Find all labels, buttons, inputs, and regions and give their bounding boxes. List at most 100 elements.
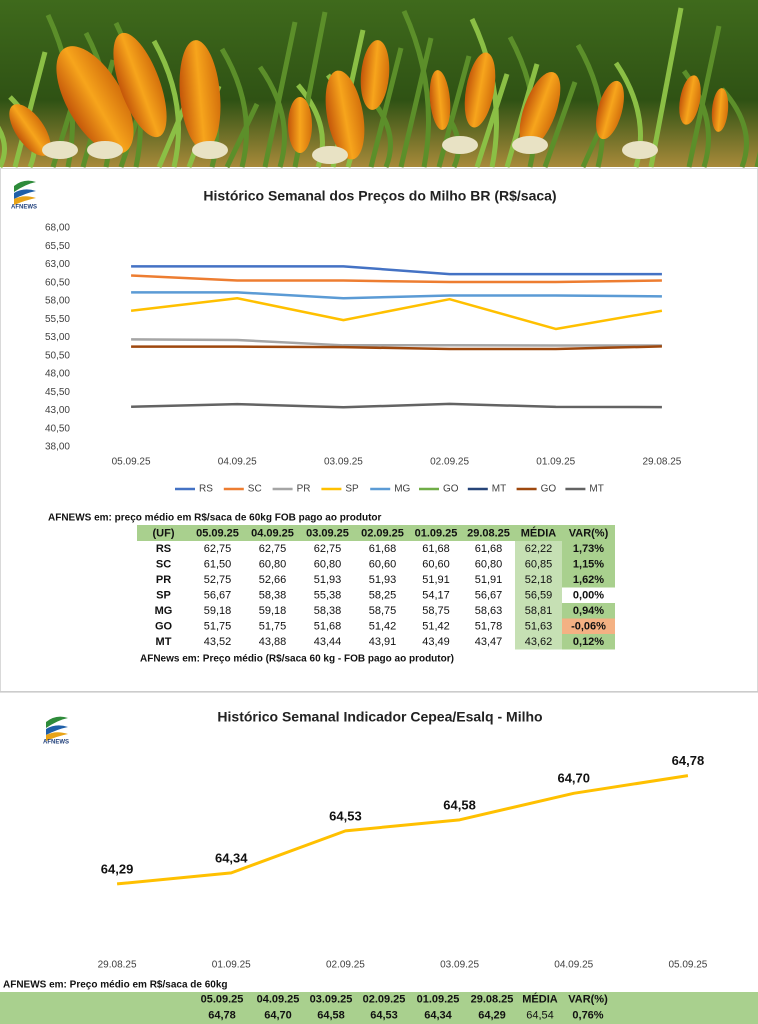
table-caption: AFNEWS em: preço médio em R$/saca de 60k… [48, 513, 382, 524]
corn-leaf [12, 51, 48, 168]
table-cell: 56,67 [475, 589, 503, 601]
table-cell: 43,47 [475, 636, 503, 648]
corn-cob [9, 104, 51, 156]
table-var-bg [562, 556, 615, 572]
y-tick-label: 63,00 [45, 259, 70, 270]
table-cell: 56,67 [204, 589, 232, 601]
table-cell: 1,62% [573, 574, 604, 586]
table-cell: RS [156, 543, 171, 555]
table-cell: 51,93 [369, 574, 397, 586]
table-cell: 58,81 [525, 605, 553, 617]
table-cell: 51,42 [369, 620, 397, 632]
table-cell: PR [156, 574, 171, 586]
table-cell: 58,75 [369, 605, 397, 617]
table-cell: 58,63 [475, 605, 503, 617]
table-cell: 52,75 [204, 574, 232, 586]
table-header-cell: 04.09.25 [257, 993, 300, 1005]
x-tick-label: 02.09.25 [430, 457, 469, 468]
table-header-cell: 05.09.25 [201, 993, 244, 1005]
y-tick-label: 65,50 [45, 241, 70, 252]
x-tick-label: 04.09.25 [218, 457, 257, 468]
corn-cob [360, 40, 390, 110]
table-header-cell: 03.09.25 [310, 993, 353, 1005]
corn-husk [442, 136, 478, 154]
series-line [131, 338, 662, 347]
table-header-cell: MÉDIA [522, 992, 558, 1005]
table-cell: 64,53 [370, 1009, 398, 1021]
corn-leaf [436, 55, 472, 168]
table-cell: 43,44 [314, 636, 342, 648]
corn-cob [288, 97, 312, 153]
table-cell: 43,49 [422, 636, 450, 648]
corn-cob [464, 52, 496, 128]
table-avg-bg [515, 556, 562, 572]
table-header-cell: 04.09.25 [251, 527, 294, 539]
table-cell: 51,68 [314, 620, 342, 632]
corn-leaf [398, 37, 434, 168]
table-header-cell: 02.09.25 [361, 527, 404, 539]
table-header-cell: 03.09.25 [306, 527, 349, 539]
table-cell: 64,54 [526, 1009, 554, 1021]
table-cell: 58,38 [259, 589, 287, 601]
table-cell: 60,85 [525, 558, 553, 570]
table-cell: 61,50 [204, 558, 232, 570]
table-cell: 55,38 [314, 589, 342, 601]
corn-leaf [542, 81, 578, 168]
chart-title: Histórico Semanal Indicador Cepea/Esalq … [217, 709, 542, 725]
legend-label: GO [443, 484, 459, 495]
corn-leaf [686, 25, 722, 168]
corn-husk [87, 141, 123, 159]
table-header-cell: VAR(%) [569, 527, 609, 539]
table-avg-bg [515, 587, 562, 603]
x-tick-label: 05.09.25 [668, 960, 707, 971]
table-cell: 60,80 [259, 558, 287, 570]
y-tick-label: 50,50 [45, 350, 70, 361]
x-tick-label: 01.09.25 [212, 960, 251, 971]
table-cell: 52,18 [525, 574, 553, 586]
corn-leaf [469, 17, 499, 168]
series-line [131, 265, 662, 276]
table-cell: 64,58 [317, 1009, 345, 1021]
table-cell: 64,70 [264, 1009, 292, 1021]
table-cell: 51,63 [525, 620, 553, 632]
table-cell: 54,17 [422, 589, 450, 601]
corn-leaf [257, 65, 287, 168]
table-cell: 0,94% [573, 605, 604, 617]
chart-title: Histórico Semanal dos Preços do Milho BR… [203, 188, 556, 204]
table-avg-bg [515, 572, 562, 588]
table-var-bg [562, 603, 615, 619]
logo-text: AFNEWS [43, 740, 69, 746]
table-header-cell: 02.09.25 [363, 993, 406, 1005]
logo-leaf [46, 716, 68, 728]
legend-label: MT [492, 484, 506, 495]
y-tick-label: 58,00 [45, 296, 70, 307]
x-tick-label: 05.09.25 [112, 457, 151, 468]
table-cell: 61,68 [369, 543, 397, 555]
legend-label: GO [541, 484, 557, 495]
table-cell: MT [156, 636, 172, 648]
table-header-cell: 29.08.25 [471, 993, 514, 1005]
x-tick-label: 03.09.25 [324, 457, 363, 468]
table-cell: 43,62 [525, 636, 553, 648]
table-cell: SC [156, 558, 171, 570]
x-tick-label: 04.09.25 [554, 960, 593, 971]
x-tick-label: 29.08.25 [642, 457, 681, 468]
table-var-bg [562, 572, 615, 588]
corn-leaf [219, 47, 249, 168]
table-cell: 43,52 [204, 636, 232, 648]
legend-label: PR [297, 484, 311, 495]
series-line [131, 345, 662, 351]
table-cell: 58,38 [314, 605, 342, 617]
table-cell: 51,75 [204, 620, 232, 632]
table-cell: 60,60 [422, 558, 450, 570]
table-var-bg [562, 587, 615, 603]
table-header-cell: 05.09.25 [196, 527, 239, 539]
table-cell: 56,59 [525, 589, 553, 601]
table-cell: 61,68 [422, 543, 450, 555]
table-cell: 59,18 [204, 605, 232, 617]
corn-leaf [224, 102, 260, 169]
corn-cob [596, 80, 624, 140]
corn-leaf [0, 125, 7, 169]
data-label: 64,34 [215, 850, 248, 865]
table-var-bg [562, 634, 615, 650]
